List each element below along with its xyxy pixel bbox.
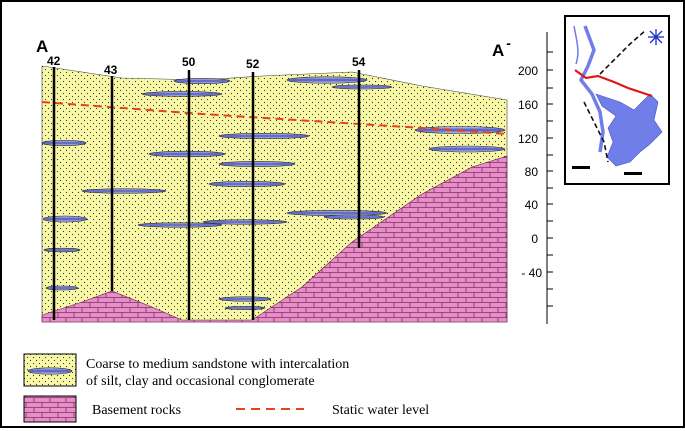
well-label-43: 43 — [104, 63, 118, 77]
legend-basement-swatch — [23, 395, 77, 423]
lens — [43, 247, 81, 253]
map-lake — [595, 93, 663, 167]
lens — [141, 91, 223, 97]
section-end-label: A- — [492, 35, 511, 60]
axis-tick-200: 200 — [518, 64, 538, 78]
axis-tick-0: 0 — [531, 232, 538, 246]
elevation-axis: 200 160 120 80 40 0 - 40 — [518, 32, 553, 324]
well-label-42: 42 — [47, 54, 61, 68]
lens — [41, 140, 87, 146]
lens — [208, 181, 286, 187]
map-scale-bar — [572, 166, 590, 169]
well-label-54: 54 — [352, 55, 366, 69]
lens — [81, 188, 167, 194]
legend: Coarse to medium sandstone with intercal… — [23, 353, 429, 423]
lens — [148, 150, 226, 158]
legend-sandstone-line1: Coarse to medium sandstone with intercal… — [86, 357, 349, 372]
location-map-inset — [564, 15, 670, 185]
section-end-mark: - — [506, 35, 511, 51]
well-label-52: 52 — [246, 57, 260, 71]
basement-layer — [41, 155, 508, 323]
map-scale-bar — [624, 172, 642, 175]
lens — [428, 145, 506, 153]
static-water-level-line — [41, 101, 508, 135]
lens — [218, 133, 310, 139]
lens — [137, 222, 223, 228]
axis-tick-minus-40: - 40 — [521, 266, 542, 280]
cross-section-figure: 42 43 50 52 54 A A- — [23, 15, 670, 423]
well-label-50: 50 — [182, 55, 196, 69]
lens — [331, 84, 393, 90]
axis-tick-40: 40 — [525, 198, 539, 212]
lens — [45, 285, 79, 291]
legend-water-level-label: Static water level — [332, 403, 429, 418]
lens — [42, 215, 88, 223]
map-road — [583, 101, 609, 163]
map-section-line — [574, 69, 653, 98]
wells — [52, 67, 361, 320]
lens — [202, 219, 288, 225]
axis-tick-80: 80 — [525, 165, 539, 179]
lens — [218, 161, 296, 167]
north-arrow-icon — [648, 29, 664, 45]
axis-tick-160: 160 — [518, 98, 538, 112]
cross-section: 42 43 50 52 54 A A- — [36, 32, 553, 324]
lens — [224, 306, 266, 310]
map-river — [578, 25, 605, 153]
legend-sandstone-swatch — [23, 353, 77, 387]
legend-sandstone-line2: of silt, clay and occasional conglomerat… — [86, 374, 315, 389]
lens — [286, 76, 368, 84]
lens — [173, 78, 231, 84]
lens — [323, 214, 385, 220]
lens — [218, 296, 272, 302]
lens — [286, 210, 388, 216]
section-start-label: A — [36, 37, 48, 56]
legend-basement-label: Basement rocks — [92, 403, 181, 418]
axis-tick-120: 120 — [518, 132, 538, 146]
section-end-letter: A — [492, 41, 504, 60]
map-road — [599, 29, 647, 75]
